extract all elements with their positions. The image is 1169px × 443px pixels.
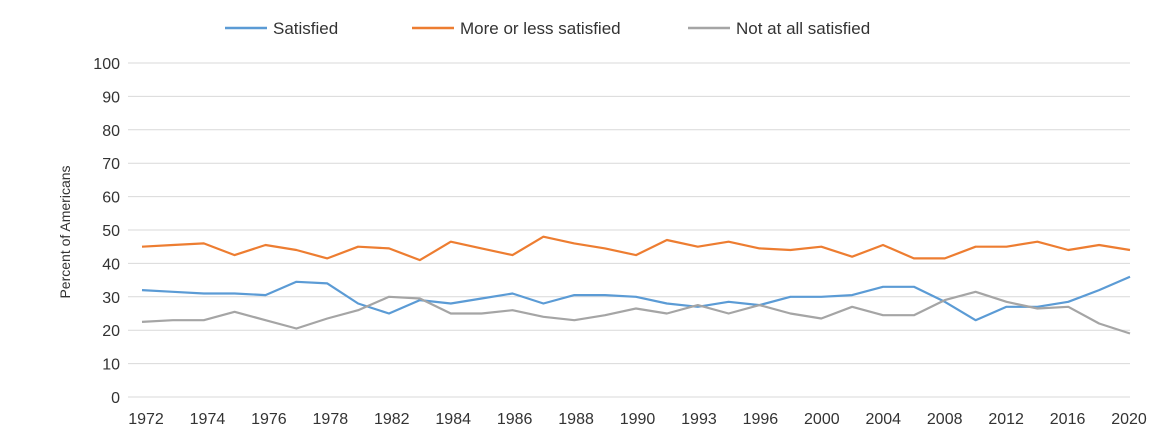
x-tick-label: 1972 <box>128 411 164 428</box>
legend-label: Satisfied <box>273 19 338 38</box>
legend-label: More or less satisfied <box>460 19 621 38</box>
series-line <box>141 275 1131 322</box>
x-tick-label: 1984 <box>435 411 471 428</box>
y-tick-label: 100 <box>93 56 120 73</box>
legend: Satisfied More or less satisfied Not at al… <box>225 19 870 38</box>
x-tick-label: 1990 <box>620 411 656 428</box>
x-tick-label: 1982 <box>374 411 410 428</box>
x-tick-label: 2004 <box>865 411 901 428</box>
x-tick-label: 2000 <box>804 411 840 428</box>
y-tick-label: 30 <box>102 290 120 307</box>
gridlines <box>128 62 1130 398</box>
series-line <box>141 290 1131 335</box>
legend-label: Not at all satisfied <box>736 19 870 38</box>
y-tick-label: 90 <box>102 89 120 106</box>
x-tick-label: 1978 <box>313 411 349 428</box>
axis-labels: 0 10 20 30 40 50 60 70 80 90 100 1972 1974 1976 1978 19… <box>93 56 1147 428</box>
x-tick-label: 1993 <box>681 411 717 428</box>
y-tick-label: 80 <box>102 123 120 140</box>
x-tick-label: 2020 <box>1111 411 1147 428</box>
x-tick-label: 2012 <box>988 411 1024 428</box>
y-tick-label: 50 <box>102 223 120 240</box>
x-tick-label: 2016 <box>1050 411 1086 428</box>
y-axis-title: Percent of Americans <box>57 165 73 298</box>
series-lines <box>141 235 1131 335</box>
y-tick-label: 10 <box>102 357 120 374</box>
x-tick-label: 1976 <box>251 411 287 428</box>
series-line <box>141 235 1131 262</box>
y-tick-label: 40 <box>102 256 120 273</box>
y-tick-label: 0 <box>111 390 120 407</box>
x-tick-label: 1996 <box>743 411 779 428</box>
y-tick-label: 70 <box>102 156 120 173</box>
y-tick-label: 60 <box>102 190 120 207</box>
x-tick-label: 1974 <box>190 411 226 428</box>
y-tick-label: 20 <box>102 323 120 340</box>
x-tick-label: 1986 <box>497 411 533 428</box>
x-tick-label: 1988 <box>558 411 594 428</box>
x-tick-label: 2008 <box>927 411 963 428</box>
